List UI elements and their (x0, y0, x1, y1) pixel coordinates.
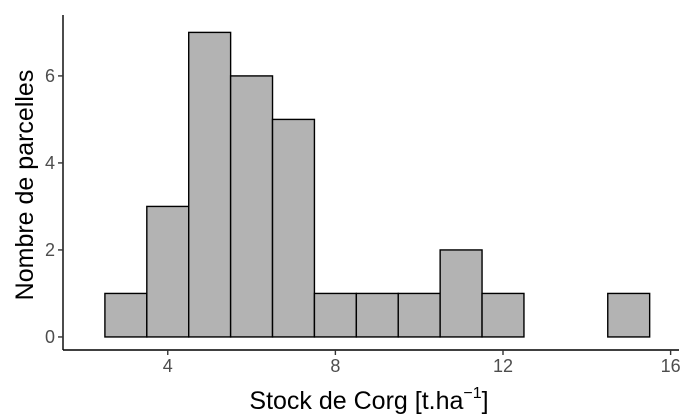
x-tick-label: 4 (163, 356, 173, 376)
histogram-bar (397, 292, 441, 338)
x-axis-title: Stock de Corg [t.ha−1] (249, 385, 488, 414)
histogram-bar (313, 292, 358, 338)
y-axis-title: Nombre de parcelles (11, 70, 39, 301)
y-axis-ticks: 0 2 4 6 (45, 66, 63, 347)
histogram-bar (146, 205, 190, 338)
y-tick-label: 4 (45, 153, 55, 173)
y-tick-label: 2 (45, 240, 55, 260)
y-tick-label: 0 (45, 327, 55, 347)
histogram-bar (104, 292, 148, 338)
x-axis-title-exponent: −1 (463, 385, 481, 402)
x-axis-title-main: Stock de Corg [t.ha (249, 387, 463, 414)
histogram-bar (439, 249, 483, 338)
x-tick-label: 16 (661, 356, 681, 376)
histogram-bar (229, 75, 274, 338)
x-tick-label: 8 (330, 356, 340, 376)
x-axis-title-end: ] (482, 387, 489, 414)
bars-group (104, 31, 651, 338)
histogram-bar (271, 118, 316, 338)
histogram-bar (188, 31, 232, 338)
histogram-bar (607, 292, 651, 338)
histogram-bar (481, 292, 525, 338)
y-tick-label: 6 (45, 66, 55, 86)
x-tick-label: 12 (493, 356, 513, 376)
x-axis-ticks: 4 8 12 16 (163, 350, 681, 376)
histogram-bar (355, 292, 399, 338)
